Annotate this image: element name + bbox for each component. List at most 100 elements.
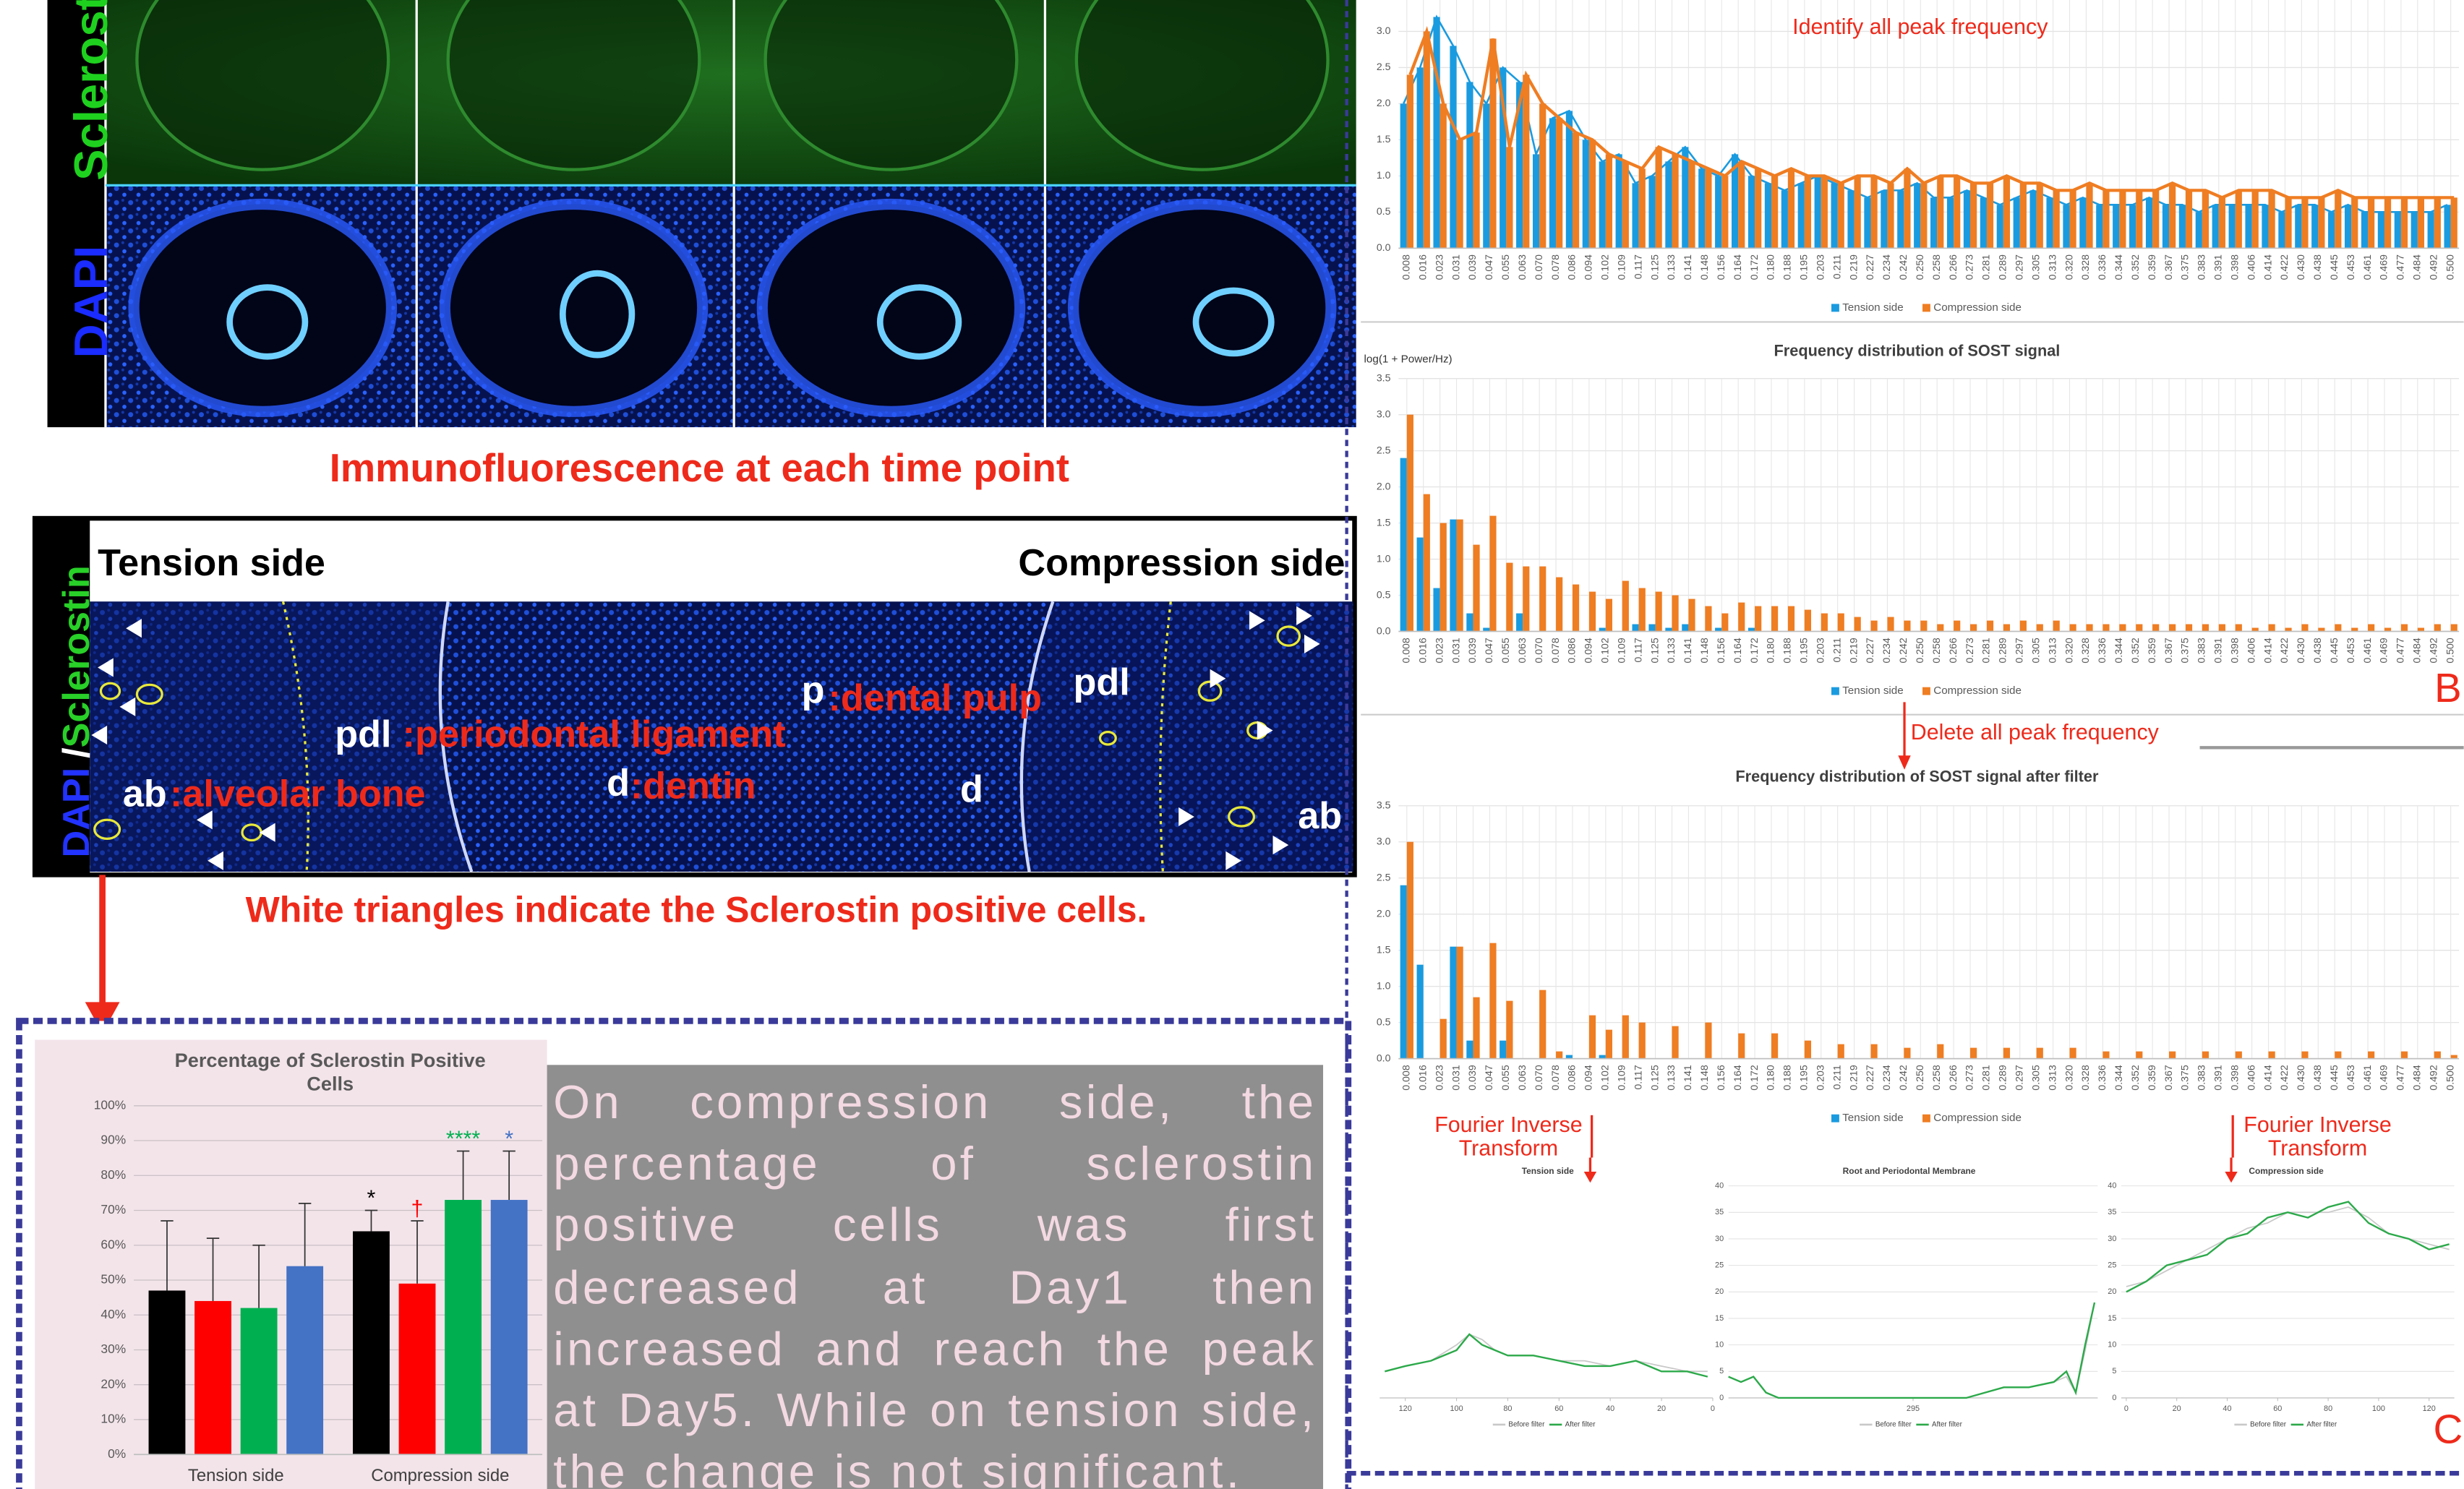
bar — [2301, 1052, 2308, 1059]
bar — [2434, 197, 2441, 248]
bar — [1516, 614, 1523, 632]
y-tick-label: 15 — [1715, 1314, 1724, 1323]
x-tick-label: 0.328 — [2079, 1065, 2091, 1090]
x-tick-label: 0.172 — [1748, 1065, 1760, 1090]
x-tick-label: 0.305 — [2029, 1065, 2041, 1090]
x-tick-label: 0.094 — [1583, 638, 1594, 663]
description: On compression side, the percentage of s… — [553, 1073, 1317, 1489]
x-tick-label: 0.336 — [2096, 1065, 2108, 1090]
bar — [1937, 176, 1943, 248]
bar — [1556, 118, 1562, 248]
bar — [2301, 625, 2308, 632]
y-tick-label: 0.0 — [1377, 1052, 1391, 1063]
caption: Immunofluorescence at each time point — [330, 446, 1069, 490]
bar — [2418, 197, 2424, 248]
bar — [2053, 621, 2060, 632]
y-tick-label: 1.0 — [1377, 979, 1391, 991]
x-tick-label: 0.211 — [1831, 1065, 1842, 1089]
bar — [2411, 212, 2418, 248]
x-tick-label: 0.172 — [1748, 254, 1760, 280]
bar — [1400, 458, 1407, 632]
x-tick-label: 0.398 — [2228, 638, 2240, 663]
x-tick-label: 0.016 — [1416, 1065, 1428, 1090]
x-tick-label: 120 — [1399, 1404, 1412, 1413]
bar — [1433, 17, 1440, 248]
arrow — [85, 875, 120, 1033]
x-tick-label: 40 — [2223, 1404, 2231, 1413]
x-tick-label: 0.023 — [1433, 1065, 1445, 1090]
x-tick-label: 0.102 — [1599, 1065, 1611, 1090]
chart-title: Percentage of Sclerostin Positive — [175, 1049, 486, 1071]
bar — [1632, 625, 1638, 632]
bar — [2003, 1048, 2010, 1059]
bar — [1838, 614, 1844, 632]
x-tick-label: 0.156 — [1715, 254, 1727, 280]
bar — [2129, 205, 2136, 248]
bar — [2368, 197, 2374, 248]
x-tick-label: 0.375 — [2179, 638, 2191, 663]
bar — [1771, 176, 1778, 248]
x-tick-label: 0 — [1711, 1404, 1715, 1413]
bar — [1755, 168, 1761, 248]
bar — [2368, 625, 2374, 632]
x-tick-label: 0.359 — [2146, 1065, 2157, 1090]
x-tick-label: 0.242 — [1897, 638, 1909, 663]
bar — [1632, 183, 1638, 248]
bar — [1656, 147, 1662, 248]
bar — [1904, 1048, 1910, 1059]
bar — [1539, 567, 1546, 632]
x-tick-label: 0.398 — [2228, 254, 2240, 280]
x-tick-label: 80 — [1503, 1404, 1512, 1413]
bar — [1715, 176, 1721, 248]
x-tick-label: 0.055 — [1500, 638, 1511, 663]
x-tick-label: 0.039 — [1466, 638, 1478, 663]
bar — [1433, 588, 1440, 632]
bar — [2096, 205, 2102, 248]
bar — [1970, 1048, 1977, 1059]
y-tick-label: 2.5 — [1377, 444, 1391, 455]
panel-letter: C — [2434, 1407, 2463, 1452]
region-abbr: ab — [123, 773, 167, 815]
bar — [194, 1301, 231, 1454]
x-tick-label: 0.266 — [1947, 1065, 1959, 1090]
x-tick-label: 0.305 — [2029, 638, 2041, 663]
bar — [1721, 614, 1728, 632]
x-tick-label: 0.313 — [2046, 1065, 2058, 1090]
y-tick-label: 1.5 — [1377, 133, 1391, 145]
bar — [2169, 183, 2176, 248]
y-tick-label: 10 — [2108, 1341, 2116, 1349]
bar — [445, 1200, 482, 1454]
x-tick-label: Compression side — [371, 1466, 509, 1485]
bar — [2351, 197, 2358, 248]
x-tick-label: 0.383 — [2196, 638, 2207, 663]
x-tick-label: 0.500 — [2444, 1065, 2455, 1090]
x-tick-label: 0.305 — [2029, 254, 2041, 280]
x-tick-label: 0.102 — [1599, 254, 1611, 280]
bar — [1566, 111, 1573, 248]
x-tick-label: 0.219 — [1847, 1065, 1859, 1090]
x-tick-label: 0.031 — [1450, 638, 1461, 663]
bar — [1788, 168, 1794, 248]
x-tick-label: 0.422 — [2278, 638, 2290, 663]
bar — [1622, 581, 1629, 632]
x-tick-label: 0.383 — [2196, 1065, 2207, 1090]
x-tick-label: 0.188 — [1781, 638, 1793, 663]
legend-label: After filter — [1932, 1420, 1963, 1428]
x-tick-label: 0.195 — [1798, 638, 1810, 663]
x-tick-label: 0.258 — [1930, 254, 1942, 280]
x-tick-label: 0.031 — [1450, 1065, 1461, 1090]
x-tick-label: 0.070 — [1533, 1065, 1544, 1090]
bar — [2212, 205, 2219, 248]
bar — [2335, 1052, 2341, 1059]
x-tick-label: 0.141 — [1682, 254, 1693, 280]
y-tick-label: 1.0 — [1377, 169, 1391, 181]
bar — [1639, 168, 1646, 248]
bar — [2335, 625, 2341, 632]
x-tick-label: 0.469 — [2378, 1065, 2390, 1090]
bar — [1987, 183, 1993, 248]
y-tick-label: 0 — [2112, 1394, 2116, 1402]
bar — [2395, 212, 2401, 248]
bar — [2434, 1052, 2441, 1059]
x-tick-label: 0.078 — [1549, 638, 1561, 663]
bar — [2136, 190, 2142, 248]
